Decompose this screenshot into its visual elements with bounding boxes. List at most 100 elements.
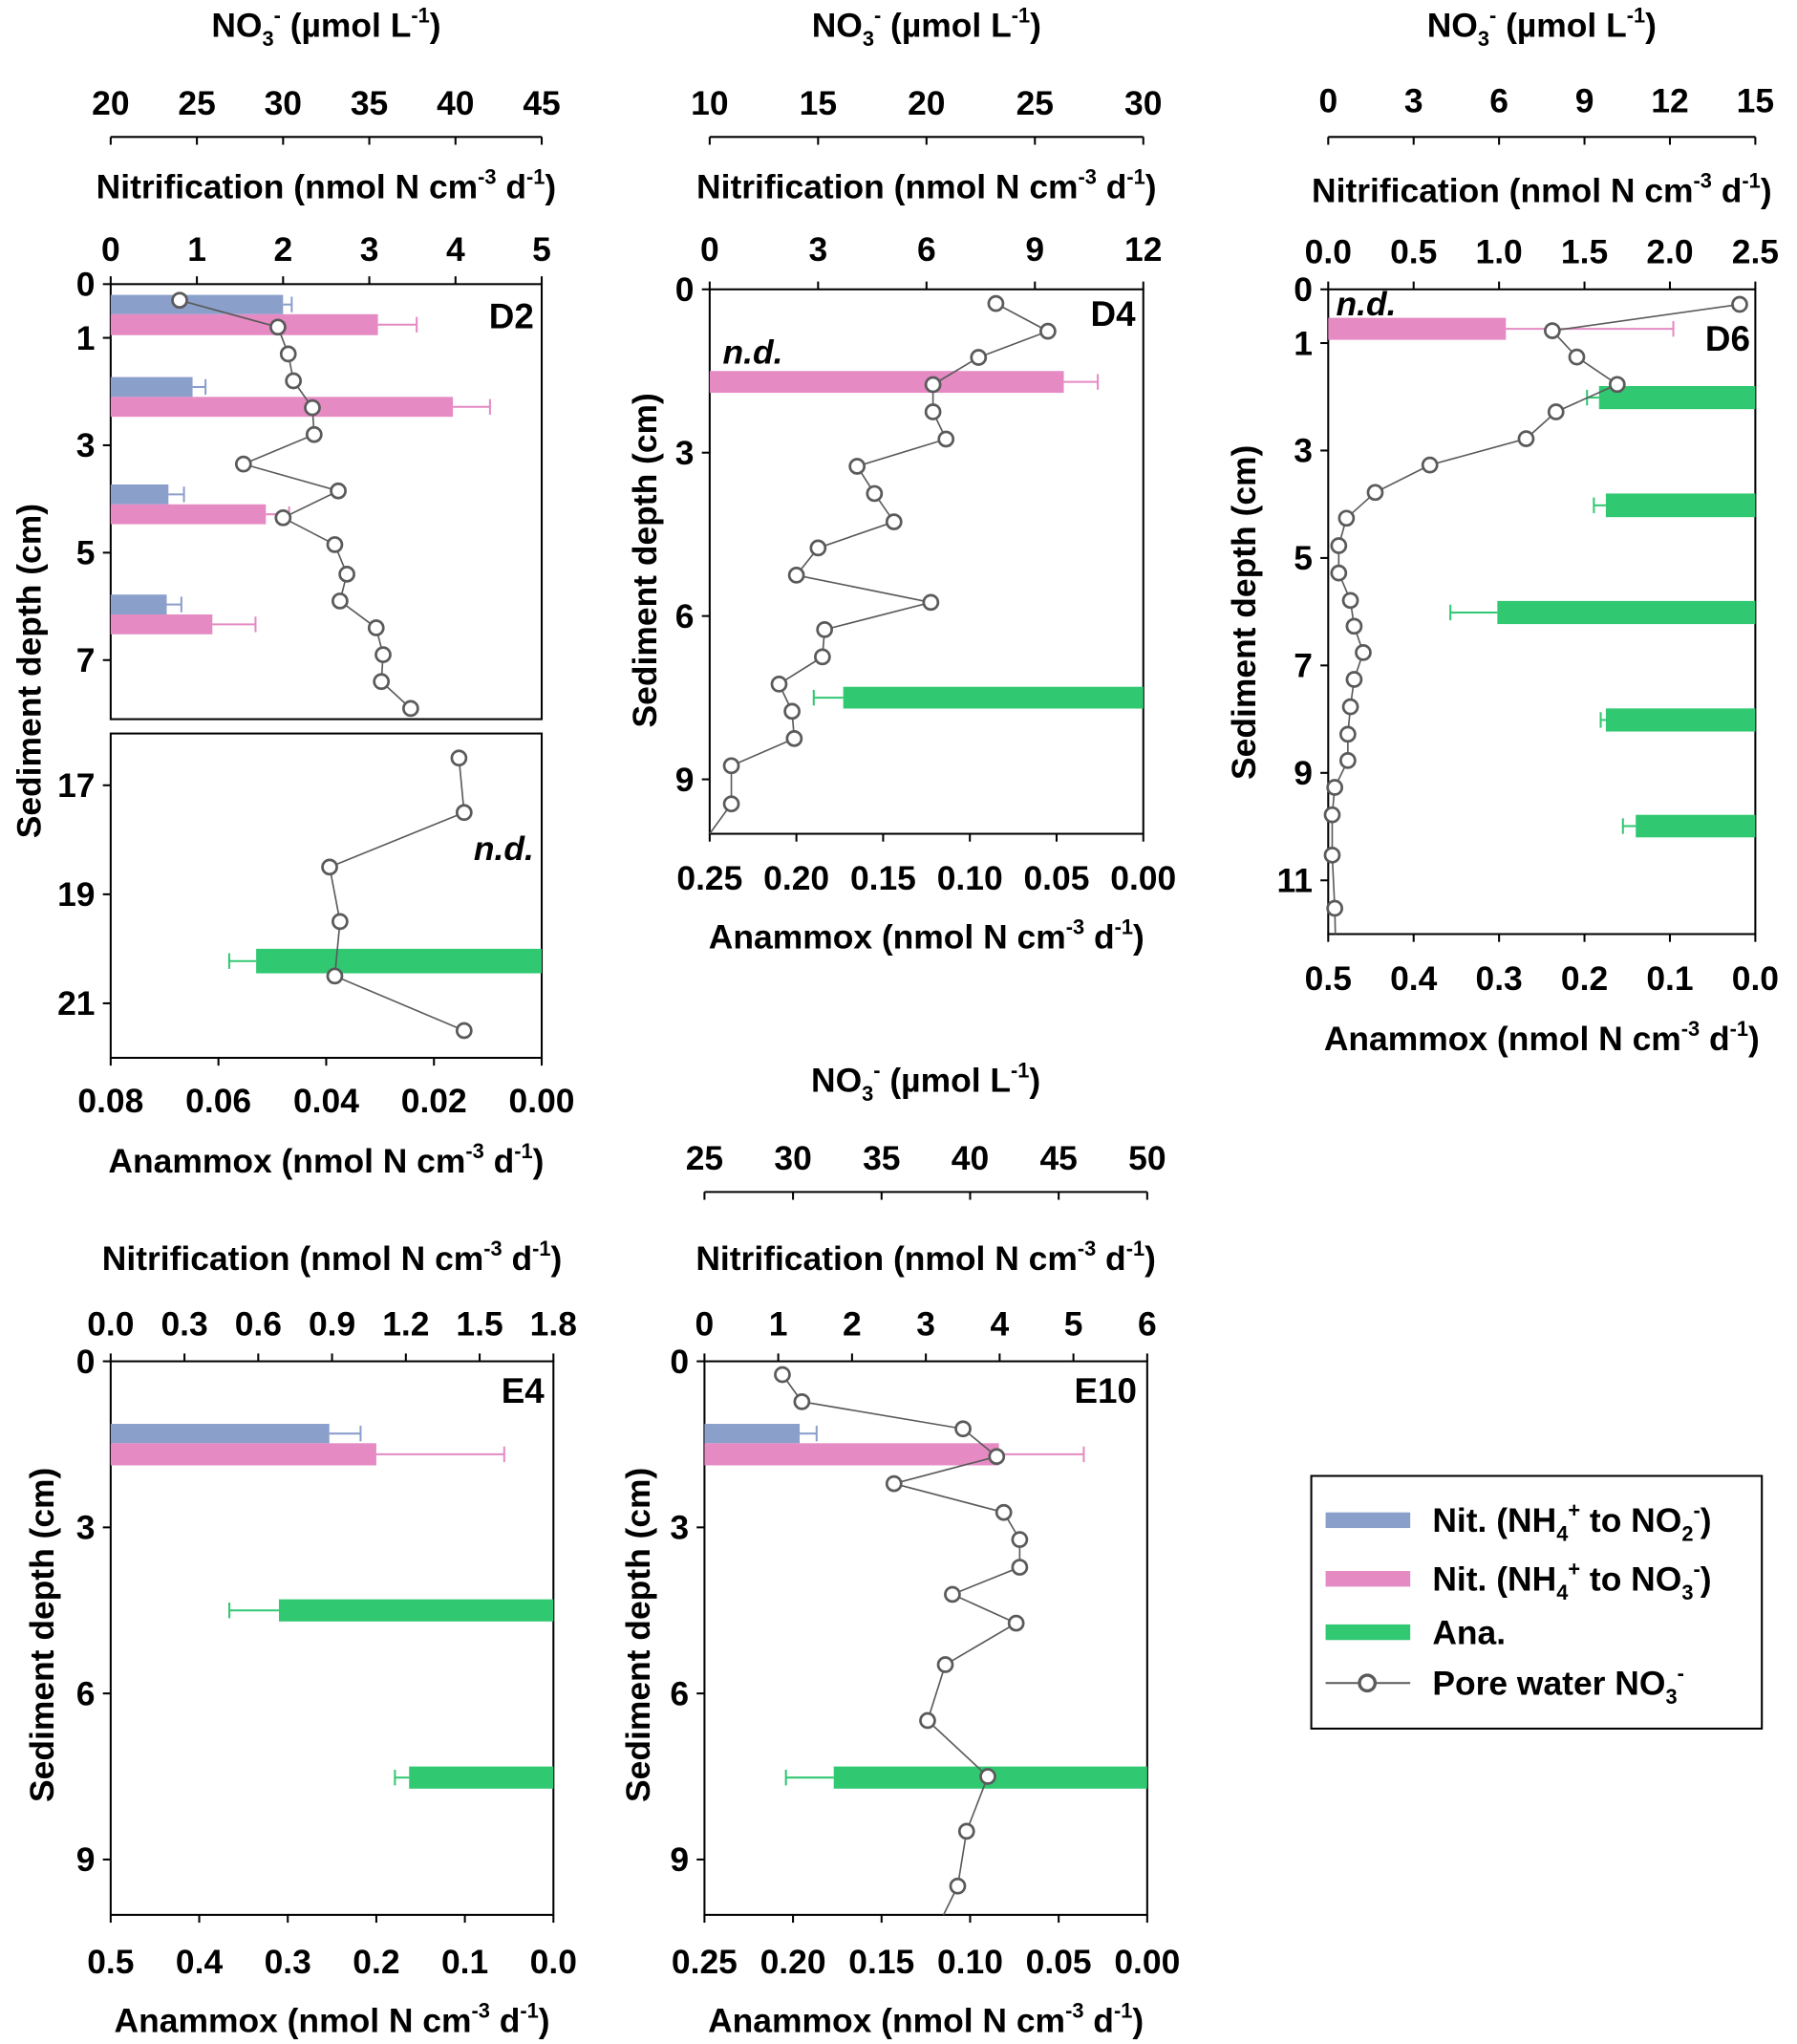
anammox-tick-label: 0.00 bbox=[1114, 1943, 1180, 1981]
pore-water-point bbox=[924, 403, 942, 420]
pore-water-line-segment bbox=[802, 1401, 964, 1431]
legend-item-pore-water: Pore water NO3- bbox=[1325, 1662, 1684, 1710]
pore-water-point bbox=[793, 1393, 811, 1410]
nit-no2-bar bbox=[110, 594, 167, 614]
no3-tick-label: 50 bbox=[1128, 1139, 1166, 1177]
pore-water-line-segment bbox=[893, 1455, 997, 1485]
not-detected-label: n.d. bbox=[1336, 285, 1396, 323]
nitrification-tick-label: 0 bbox=[700, 230, 719, 269]
no3-tick-label: 15 bbox=[1737, 81, 1774, 119]
pore-water-point bbox=[450, 749, 468, 767]
pore-water-point bbox=[1355, 644, 1372, 661]
anammox-tick-label: 0.0 bbox=[530, 1943, 577, 1981]
anammox-bar bbox=[1598, 385, 1756, 410]
depth-tick-label: 19 bbox=[57, 875, 95, 914]
anammox-axis-title: Anammox (nmol N cm-3 d-1) bbox=[1324, 1017, 1760, 1058]
pore-water-point bbox=[321, 858, 338, 876]
pore-water-point bbox=[809, 539, 827, 557]
nit-no3-bar bbox=[110, 613, 213, 635]
nitrification-tick-label: 1.0 bbox=[1476, 233, 1523, 271]
depth-tick-label: 9 bbox=[76, 1840, 96, 1879]
nitrification-tick-label: 2 bbox=[843, 1304, 862, 1343]
pore-water-point bbox=[1345, 617, 1363, 635]
nitrification-axis-title: Nitrification (nmol N cm-3 d-1) bbox=[1312, 168, 1772, 209]
anammox-tick-label: 0.3 bbox=[1476, 959, 1523, 998]
nitrification-tick-label: 1 bbox=[769, 1304, 788, 1343]
nitrification-tick-label: 6 bbox=[917, 230, 936, 269]
nit-no3-bar bbox=[704, 1443, 999, 1466]
no3-tick-label: 9 bbox=[1575, 81, 1594, 119]
depth-tick-label: 3 bbox=[1294, 432, 1313, 470]
anammox-tick-label: 0.15 bbox=[850, 859, 916, 897]
pore-water-point bbox=[924, 376, 942, 394]
pore-water-point bbox=[332, 592, 349, 610]
pore-water-line-segment bbox=[1429, 438, 1527, 466]
pore-water-line-segment bbox=[927, 1719, 989, 1777]
nitrification-axis-title: Nitrification (nmol N cm-3 d-1) bbox=[695, 1237, 1156, 1278]
depth-axis-title: Sediment depth (cm) bbox=[1225, 445, 1263, 780]
legend-label: Pore water NO3- bbox=[1432, 1662, 1684, 1710]
pore-water-point bbox=[1039, 322, 1057, 340]
anammox-tick-label: 0.05 bbox=[1023, 859, 1089, 897]
pore-water-point bbox=[305, 425, 323, 443]
pore-water-line-segment bbox=[796, 574, 931, 604]
anammox-bar bbox=[1605, 493, 1756, 518]
nitrification-tick-label: 12 bbox=[1124, 230, 1162, 269]
anammox-bar bbox=[1636, 814, 1756, 838]
depth-tick-label: 0 bbox=[1294, 270, 1313, 309]
pore-water-point bbox=[814, 648, 831, 666]
nitrification-tick-label: 0.3 bbox=[160, 1304, 207, 1343]
depth-tick-label: 6 bbox=[675, 597, 695, 635]
pore-water-line-segment bbox=[1375, 463, 1431, 494]
anammox-bar bbox=[256, 948, 543, 974]
no3-tick-label: 3 bbox=[1404, 81, 1423, 119]
depth-axis-title: Sediment depth (cm) bbox=[619, 1468, 657, 1802]
pore-water-line-segment bbox=[243, 433, 315, 465]
anammox-axis-title: Anammox (nmol N cm-3 d-1) bbox=[708, 1999, 1144, 2040]
not-detected-label: n.d. bbox=[474, 829, 534, 868]
anammox-tick-label: 0.2 bbox=[353, 1943, 399, 1981]
pore-water-point bbox=[1326, 899, 1344, 917]
nitrification-tick-label: 2.0 bbox=[1646, 233, 1693, 271]
nitrification-tick-label: 2 bbox=[273, 230, 292, 269]
pore-water-point bbox=[1323, 806, 1341, 824]
nitrification-tick-label: 1.5 bbox=[1561, 233, 1608, 271]
anammox-bar bbox=[409, 1766, 554, 1789]
nitrification-tick-label: 0 bbox=[695, 1304, 715, 1343]
pore-water-point bbox=[330, 482, 347, 500]
pore-water-line-segment bbox=[1551, 303, 1741, 332]
depth-axis-title: Sediment depth (cm) bbox=[23, 1468, 61, 1802]
nitrification-tick-label: 1.2 bbox=[382, 1304, 429, 1343]
pore-water-point bbox=[954, 1420, 972, 1438]
depth-tick-label: 0 bbox=[76, 266, 96, 304]
anammox-bar bbox=[843, 686, 1144, 709]
pore-water-point bbox=[234, 455, 252, 473]
no3-tick-label: 20 bbox=[92, 84, 129, 122]
pore-water-point bbox=[774, 1366, 791, 1384]
depth-tick-label: 5 bbox=[76, 534, 96, 572]
no3-tick-label: 30 bbox=[1124, 84, 1162, 122]
nitrification-axis-title: Nitrification (nmol N cm-3 d-1) bbox=[96, 164, 557, 205]
pore-water-point bbox=[783, 702, 801, 721]
pore-water-point bbox=[848, 458, 866, 475]
depth-tick-label: 7 bbox=[1294, 647, 1313, 685]
pore-water-point bbox=[1421, 456, 1439, 474]
pore-water-point bbox=[1608, 376, 1626, 394]
pore-water-point bbox=[326, 536, 344, 553]
depth-tick-label: 6 bbox=[670, 1674, 689, 1712]
anammox-tick-label: 0.0 bbox=[1732, 959, 1779, 998]
anammox-tick-label: 0.3 bbox=[265, 1943, 311, 1981]
nit-no3-bar bbox=[709, 371, 1064, 394]
anammox-axis-title: Anammox (nmol N cm-3 d-1) bbox=[115, 1999, 550, 2040]
depth-tick-label: 9 bbox=[675, 761, 695, 799]
anammox-bar bbox=[278, 1599, 554, 1622]
no3-tick-label: 45 bbox=[523, 84, 560, 122]
pore-water-point bbox=[1337, 509, 1356, 527]
panel-E4: 0.0 0.3 0.6 0.9 1.2 1.5 1.8 Nitrification (nmol… bbox=[23, 1237, 577, 2039]
nitrification-axis-title: Nitrification (nmol N cm-3 d-1) bbox=[102, 1237, 563, 1278]
anammox-tick-label: 0.25 bbox=[672, 1943, 738, 1981]
no3-tick-label: 20 bbox=[908, 84, 945, 122]
pore-water-point bbox=[1731, 295, 1748, 313]
